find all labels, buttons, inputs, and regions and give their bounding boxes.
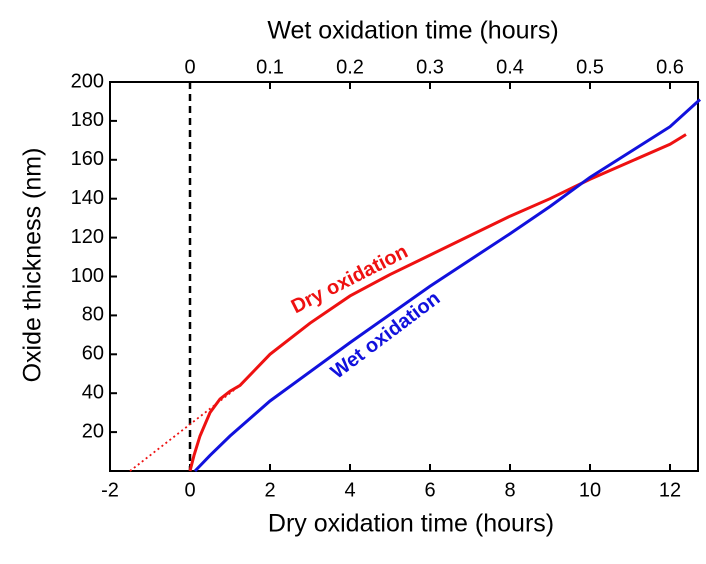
x-tick-label: 0: [184, 479, 195, 501]
x2-tick-label: 0: [184, 56, 195, 78]
y-tick-label: 180: [71, 109, 104, 131]
x-tick-label: 12: [659, 479, 681, 501]
series-label: Wet oxidation: [327, 287, 445, 383]
y-tick-label: 60: [82, 343, 104, 365]
x-tick-label: 8: [504, 479, 515, 501]
x2-tick-label: 0.4: [496, 56, 524, 78]
x2-axis-label: Wet oxidation time (hours): [267, 17, 558, 45]
extrapolation-line: [129, 384, 241, 472]
x-tick-label: 4: [344, 479, 355, 501]
series-label: Dry oxidation: [288, 241, 412, 319]
x-tick-label: 10: [579, 479, 601, 501]
y-axis-label: Oxide thickness (nm): [19, 148, 47, 383]
y-tick-label: 40: [82, 381, 104, 403]
x-tick-label: 6: [424, 479, 435, 501]
y-tick-label: 100: [71, 265, 104, 287]
x2-tick-label: 0.1: [256, 56, 284, 78]
x-axis-label: Dry oxidation time (hours): [268, 510, 554, 538]
x2-tick-label: 0.6: [656, 56, 684, 78]
data-line: [188, 133, 687, 472]
y-tick-label: 140: [71, 187, 104, 209]
x-tick-label: -2: [101, 479, 119, 501]
x2-tick-label: 0.3: [416, 56, 444, 78]
y-tick-label: 160: [71, 148, 104, 170]
data-line: [193, 98, 702, 473]
y-tick-label: 200: [71, 70, 104, 92]
y-tick-label: 20: [82, 420, 104, 442]
y-tick-label: 120: [71, 226, 104, 248]
y-tick-label: 80: [82, 304, 104, 326]
plot-frame: [109, 81, 699, 472]
x2-tick-label: 0.2: [336, 56, 364, 78]
x-tick-label: 2: [264, 479, 275, 501]
x2-tick-label: 0.5: [576, 56, 604, 78]
